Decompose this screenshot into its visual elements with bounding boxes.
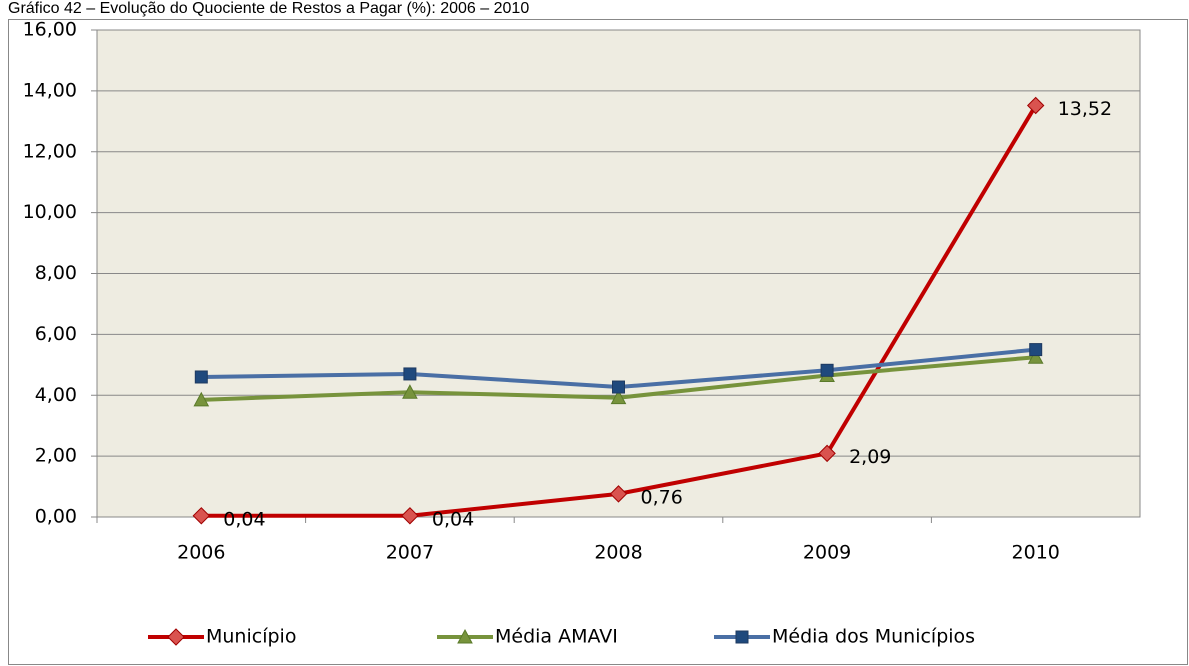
point (610, 389, 627, 405)
x-tick-label: 2008 (594, 542, 642, 564)
data-label: 0,76 (641, 486, 683, 508)
point (1027, 349, 1044, 364)
legend-label: Média dos Municípios (772, 626, 975, 648)
y-tick-label: 16,00 (23, 19, 77, 41)
y-tick-label: 14,00 (23, 79, 77, 101)
data-label: 13,52 (1058, 98, 1112, 120)
y-tick-label: 2,00 (35, 445, 77, 467)
legend-marker (457, 628, 473, 644)
y-tick-label: 0,00 (35, 506, 77, 528)
point (192, 507, 211, 525)
point (1026, 96, 1045, 115)
x-tick-label: 2007 (386, 542, 434, 564)
x-tick-label: 2010 (1012, 542, 1060, 564)
point (193, 391, 210, 407)
point (194, 370, 208, 384)
point (818, 444, 836, 463)
y-tick-label: 12,00 (23, 140, 77, 162)
legend-marker (167, 628, 185, 646)
point (820, 363, 834, 377)
legend-label: Município (206, 626, 296, 648)
y-tick-label: 8,00 (35, 262, 77, 284)
x-tick-label: 2006 (177, 542, 225, 564)
point (612, 380, 625, 394)
legend-marker (735, 630, 749, 644)
legend-label: Média AMAVI (495, 626, 618, 648)
data-label: 0,04 (223, 508, 265, 530)
point (609, 485, 628, 503)
chart-title: Gráfico 42 – Evolução do Quociente de Re… (8, 0, 529, 17)
y-tick-label: 10,00 (23, 201, 77, 223)
point (402, 384, 418, 399)
x-tick-label: 2009 (803, 542, 851, 564)
point (403, 367, 417, 381)
y-tick-label: 4,00 (35, 384, 77, 406)
data-label: 2,09 (849, 446, 891, 468)
point (1029, 343, 1043, 357)
y-tick-label: 6,00 (35, 323, 77, 345)
data-label: 0,04 (432, 508, 474, 530)
point (401, 507, 419, 525)
